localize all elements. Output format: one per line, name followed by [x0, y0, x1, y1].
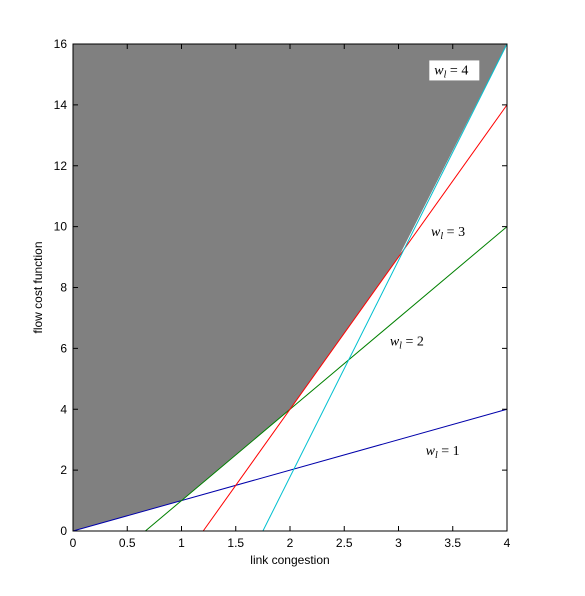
series-line-4 [262, 43, 508, 532]
shaded-region-layer [73, 44, 507, 531]
series-line-2 [145, 226, 508, 532]
annotation-subscript: l [444, 69, 447, 80]
y-axis: 0 2 4 6 8 10 12 14 16 [54, 37, 507, 538]
shaded-region [73, 44, 507, 531]
annotation-var: w [431, 225, 441, 240]
y-axis-title: flow cost function [31, 241, 45, 333]
y-tick-label: 8 [60, 281, 67, 295]
y-tick-label: 14 [54, 98, 68, 112]
annotation-var: w [390, 334, 400, 349]
annotation-label: wl = 3 [431, 225, 465, 242]
annotation-var: w [434, 63, 444, 78]
annotation-equation: = 2 [402, 334, 424, 349]
annotation-text: wl = 4 [434, 63, 468, 80]
x-tick-label: 1.5 [227, 536, 244, 550]
y-tick-label: 10 [54, 220, 68, 234]
annotation-subscript: l [399, 340, 402, 351]
y-tick-label: 16 [54, 37, 68, 51]
annotation-equation: = 3 [443, 225, 465, 240]
annotation-text: wl = 2 [390, 334, 424, 351]
annotation-label: wl = 1 [426, 444, 460, 461]
annotation-equation: = 4 [446, 63, 468, 78]
series-line-1 [72, 408, 508, 532]
annotation-box [429, 60, 480, 81]
y-tick-label: 4 [60, 402, 67, 416]
x-tick-label: 2 [287, 536, 294, 550]
annotation-label: wl = 4 [429, 60, 480, 81]
annotations-layer: wl = 1wl = 2wl = 3wl = 4 [390, 60, 480, 461]
y-tick-label: 6 [60, 341, 67, 355]
x-tick-label: 3 [395, 536, 402, 550]
x-tick-label: 4 [504, 536, 511, 550]
x-tick-label: 1 [178, 536, 185, 550]
annotation-var: w [426, 444, 436, 459]
annotation-subscript: l [440, 231, 443, 242]
annotation-text: wl = 3 [431, 225, 465, 242]
y-tick-label: 12 [54, 159, 68, 173]
x-tick-label: 0 [70, 536, 77, 550]
series-layer [72, 43, 508, 532]
x-tick-label: 3.5 [444, 536, 461, 550]
annotation-subscript: l [435, 450, 438, 461]
annotation-text: wl = 1 [426, 444, 460, 461]
y-tick-label: 2 [60, 463, 67, 477]
x-tick-label: 2.5 [336, 536, 353, 550]
series-line-3 [202, 104, 508, 532]
y-tick-label: 0 [60, 524, 67, 538]
x-axis: 0 0.5 1 1.5 2 2.5 3 3.5 4 [70, 44, 511, 550]
annotation-label: wl = 2 [390, 334, 424, 351]
x-tick-label: 0.5 [119, 536, 136, 550]
x-axis-title: link congestion [250, 553, 329, 567]
annotation-equation: = 1 [438, 444, 460, 459]
